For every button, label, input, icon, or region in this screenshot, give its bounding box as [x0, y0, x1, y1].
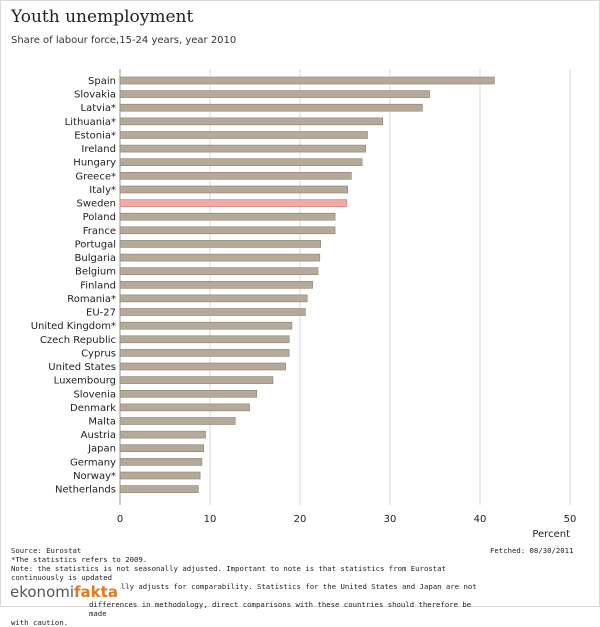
bar — [119, 199, 348, 207]
category-label: Hungary — [73, 158, 116, 169]
bar — [119, 103, 423, 112]
category-label: Germany — [70, 457, 116, 468]
chart-title: Youth unemployment — [11, 7, 194, 27]
ekonomifakta-logo[interactable]: ekonomifakta — [10, 583, 120, 601]
note-line-4: differences in methodology, direct compa… — [89, 600, 472, 618]
category-label: Cyprus — [81, 348, 116, 359]
x-axis-label: Percent — [532, 529, 570, 540]
bar — [119, 240, 321, 248]
x-tick-label: 20 — [294, 514, 307, 525]
bar — [119, 267, 319, 276]
bar — [119, 417, 236, 425]
bar — [119, 90, 430, 98]
bar — [119, 158, 363, 166]
category-label: Norway* — [73, 471, 116, 482]
x-tick-label: 10 — [204, 514, 217, 525]
bar — [119, 335, 290, 344]
source-line: Source: Eurostat — [11, 546, 82, 555]
category-label: Finland — [80, 280, 116, 291]
bar — [119, 226, 336, 235]
bar — [119, 485, 199, 493]
bars — [119, 76, 495, 493]
category-label: Italy* — [89, 185, 116, 196]
category-label: EU-27 — [86, 308, 116, 319]
x-tick-label: 30 — [384, 514, 397, 525]
bar — [119, 403, 250, 412]
bar — [119, 471, 201, 480]
bar — [119, 389, 258, 398]
category-label: Japan — [87, 444, 116, 455]
note-line-2: Note: the statistics is not seasonally a… — [11, 564, 446, 582]
category-labels: Spain Slovakia Latvia* Lithuania* Estonia* Ir… — [31, 76, 116, 496]
note-line-5: with caution. — [11, 618, 69, 627]
category-label: Spain — [88, 76, 116, 87]
category-label: Luxembourg — [54, 376, 116, 387]
category-label: Latvia* — [81, 103, 116, 114]
bar — [119, 172, 352, 180]
bar — [119, 444, 204, 453]
category-label: Slovenia — [73, 389, 116, 400]
bar — [119, 212, 336, 221]
category-label: Portugal — [75, 239, 116, 250]
category-label: Romania* — [67, 294, 116, 305]
category-label: Malta — [88, 417, 116, 428]
category-label: France — [83, 226, 116, 237]
bar — [119, 185, 348, 194]
category-label: Sweden — [76, 199, 116, 210]
bar — [119, 430, 206, 439]
bar-chart: Spain Slovakia Latvia* Lithuania* Estonia* Ir… — [31, 69, 577, 540]
category-label: Netherlands — [55, 485, 116, 496]
category-label: Estonia* — [74, 131, 116, 142]
category-label: United Kingdom* — [31, 321, 116, 332]
category-label: Czech Republic — [40, 335, 116, 346]
bar — [119, 362, 286, 371]
logo-part-1: ekonomi — [10, 583, 75, 601]
chart-subtitle: Share of labour force,15-24 years, year … — [11, 35, 237, 46]
category-label: United States — [48, 362, 116, 373]
bar — [119, 117, 384, 126]
bar — [119, 321, 293, 330]
bar — [119, 76, 495, 85]
bar — [119, 376, 274, 384]
category-label: Austria — [81, 430, 116, 441]
category-label: Poland — [83, 212, 116, 223]
category-label: Ireland — [81, 144, 116, 155]
category-label: Lithuania* — [65, 117, 116, 128]
category-label: Greece* — [75, 171, 116, 182]
note-line-1: *The statistics refers to 2009. — [11, 555, 148, 564]
x-tick-label: 0 — [117, 514, 123, 525]
x-tick-label: 40 — [474, 514, 487, 525]
bar — [119, 131, 368, 139]
bar — [119, 458, 203, 466]
bar — [119, 294, 308, 303]
bar — [119, 253, 321, 262]
category-label: Denmark — [70, 403, 116, 414]
fetched-date: Fetched: 08/30/2011 — [490, 546, 574, 555]
x-tick-label: 50 — [564, 514, 577, 525]
category-label: Bulgaria — [75, 253, 116, 264]
bar — [119, 308, 306, 316]
category-label: Belgium — [75, 267, 116, 278]
bar — [119, 280, 313, 289]
logo-part-2: fakta — [74, 583, 118, 601]
bar — [119, 349, 290, 357]
x-axis-ticks: 0 10 20 30 40 50 — [117, 514, 577, 525]
category-label: Slovakia — [74, 90, 116, 101]
bar — [119, 144, 366, 153]
